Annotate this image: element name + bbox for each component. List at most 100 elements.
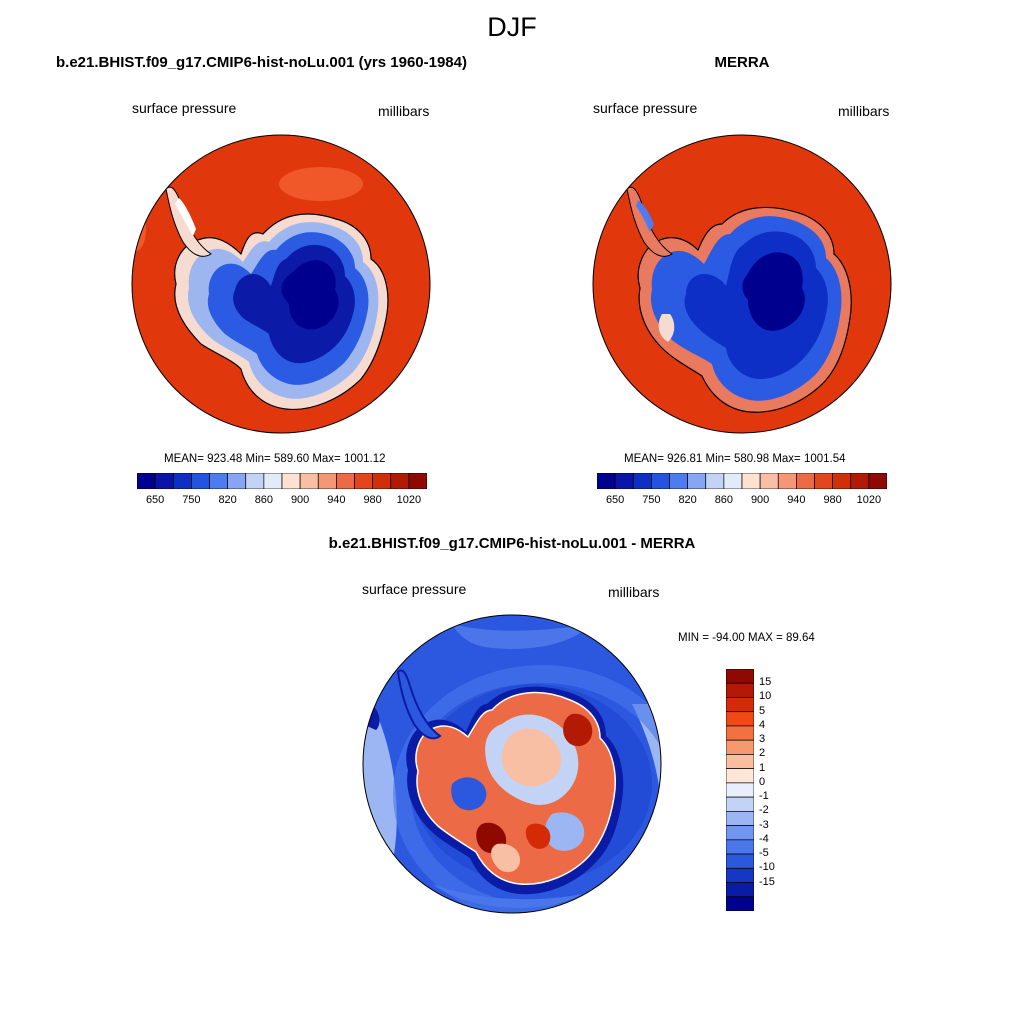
colorbar-tick-label: 650 [145, 494, 165, 506]
obs-panel-title: MERRA [714, 54, 770, 71]
diff-units-label: millibars [608, 584, 660, 600]
colorbar-tick-label: 860 [254, 494, 274, 506]
colorbar-tick-label: 10 [759, 690, 772, 703]
colorbar-tick-label: -15 [759, 875, 775, 888]
obs-antarctica [626, 186, 852, 413]
colorbar-tick-label: -5 [759, 847, 769, 860]
colorbar-cell [726, 768, 754, 784]
colorbar-cell [651, 473, 670, 489]
colorbar-tick-label: -3 [759, 818, 769, 831]
colorbar-cell [281, 473, 301, 489]
colorbar-tick-label: 3 [759, 733, 766, 746]
colorbar-tick-label: 1020 [856, 494, 882, 506]
model-colorbar [137, 473, 427, 489]
colorbar-tick-label: 750 [182, 494, 201, 506]
colorbar-cell [172, 473, 192, 489]
colorbar-cell [850, 473, 870, 489]
diff-colorbar [726, 669, 754, 911]
colorbar-cell [723, 473, 743, 489]
colorbar-tick-label: 1020 [396, 494, 422, 506]
colorbar-cell [299, 473, 319, 489]
colorbar-cell [726, 853, 754, 869]
colorbar-cell [726, 754, 754, 770]
colorbar-cell [354, 473, 373, 489]
colorbar-cell [372, 473, 392, 489]
colorbar-tick-label: 2 [759, 747, 766, 760]
colorbar-tick-label: -4 [759, 832, 769, 845]
model-units-label: millibars [378, 103, 430, 119]
colorbar-cell [227, 473, 247, 489]
obs-units-label: millibars [838, 103, 890, 119]
figure-title: DJF [487, 12, 537, 42]
diff-panel-title: b.e21.BHIST.f09_g17.CMIP6-hist-noLu.001 … [328, 535, 696, 552]
colorbar-cell [726, 725, 754, 741]
colorbar-cell [726, 867, 754, 883]
colorbar-tick-label: 900 [290, 494, 310, 506]
colorbar-cell [832, 473, 852, 489]
model-stats-text: MEAN= 923.48 Min= 589.60 Max= 1001.12 [164, 453, 386, 465]
colorbar-tick-label: 15 [759, 676, 772, 689]
colorbar-cell [209, 473, 228, 489]
diff-variable-label: surface pressure [362, 581, 467, 597]
colorbar-tick-label: -1 [759, 790, 769, 803]
colorbar-cell [191, 473, 210, 489]
diff-polar-map [362, 614, 662, 914]
colorbar-cell [726, 825, 754, 841]
colorbar-cell [726, 882, 754, 898]
colorbar-cell [154, 473, 174, 489]
colorbar-cell [726, 796, 754, 812]
colorbar-tick-label: 5 [759, 704, 766, 717]
colorbar-cell [726, 697, 754, 713]
diff-antarctica [396, 669, 624, 895]
colorbar-cell [317, 473, 337, 489]
colorbar-cell [726, 739, 754, 755]
colorbar-cell [408, 473, 427, 489]
colorbar-tick-label: 860 [714, 494, 734, 506]
colorbar-tick-label: 1 [759, 761, 766, 774]
colorbar-tick-label: -10 [759, 861, 775, 874]
model-polar-map [131, 134, 431, 434]
colorbar-cell [390, 473, 410, 489]
colorbar-tick-label: 980 [823, 494, 842, 506]
colorbar-cell [336, 473, 355, 489]
model-map-border [131, 134, 431, 434]
colorbar-cell [705, 473, 725, 489]
diff-map-border [362, 614, 662, 914]
model-high-pressure-patch [279, 167, 363, 201]
colorbar-tick-label: 900 [750, 494, 770, 506]
colorbar-tick-label: 0 [759, 775, 766, 788]
colorbar-cell [687, 473, 707, 489]
obs-colorbar [597, 473, 887, 489]
colorbar-cell [726, 711, 754, 727]
obs-polar-map [592, 134, 892, 434]
obs-variable-label: surface pressure [593, 100, 698, 116]
colorbar-cell [814, 473, 833, 489]
model-antarctica [165, 186, 389, 411]
colorbar-cell [245, 473, 265, 489]
colorbar-cell [614, 473, 634, 489]
colorbar-tick-label: 940 [787, 494, 806, 506]
colorbar-tick-label: 750 [642, 494, 661, 506]
obs-map-border [592, 134, 892, 434]
model-variable-label: surface pressure [132, 100, 237, 116]
colorbar-cell [726, 839, 754, 855]
colorbar-tick-label: 820 [678, 494, 697, 506]
colorbar-cell [726, 682, 754, 698]
colorbar-tick-label: 940 [327, 494, 346, 506]
colorbar-cell [726, 782, 754, 798]
colorbar-tick-label: 820 [218, 494, 237, 506]
colorbar-tick-label: 980 [363, 494, 382, 506]
colorbar-cell [263, 473, 283, 489]
obs-stats-text: MEAN= 926.81 Min= 580.98 Max= 1001.54 [624, 453, 846, 465]
colorbar-cell [669, 473, 688, 489]
colorbar-cell [796, 473, 815, 489]
model-panel-title: b.e21.BHIST.f09_g17.CMIP6-hist-noLu.001 … [56, 54, 467, 71]
diff-minmax-text: MIN = -94.00 MAX = 89.64 [678, 632, 815, 644]
colorbar-cell [137, 473, 156, 489]
colorbar-cell [726, 896, 754, 911]
colorbar-cell [632, 473, 652, 489]
colorbar-cell [777, 473, 797, 489]
colorbar-cell [726, 669, 754, 684]
colorbar-cell [741, 473, 761, 489]
colorbar-cell [726, 811, 754, 826]
